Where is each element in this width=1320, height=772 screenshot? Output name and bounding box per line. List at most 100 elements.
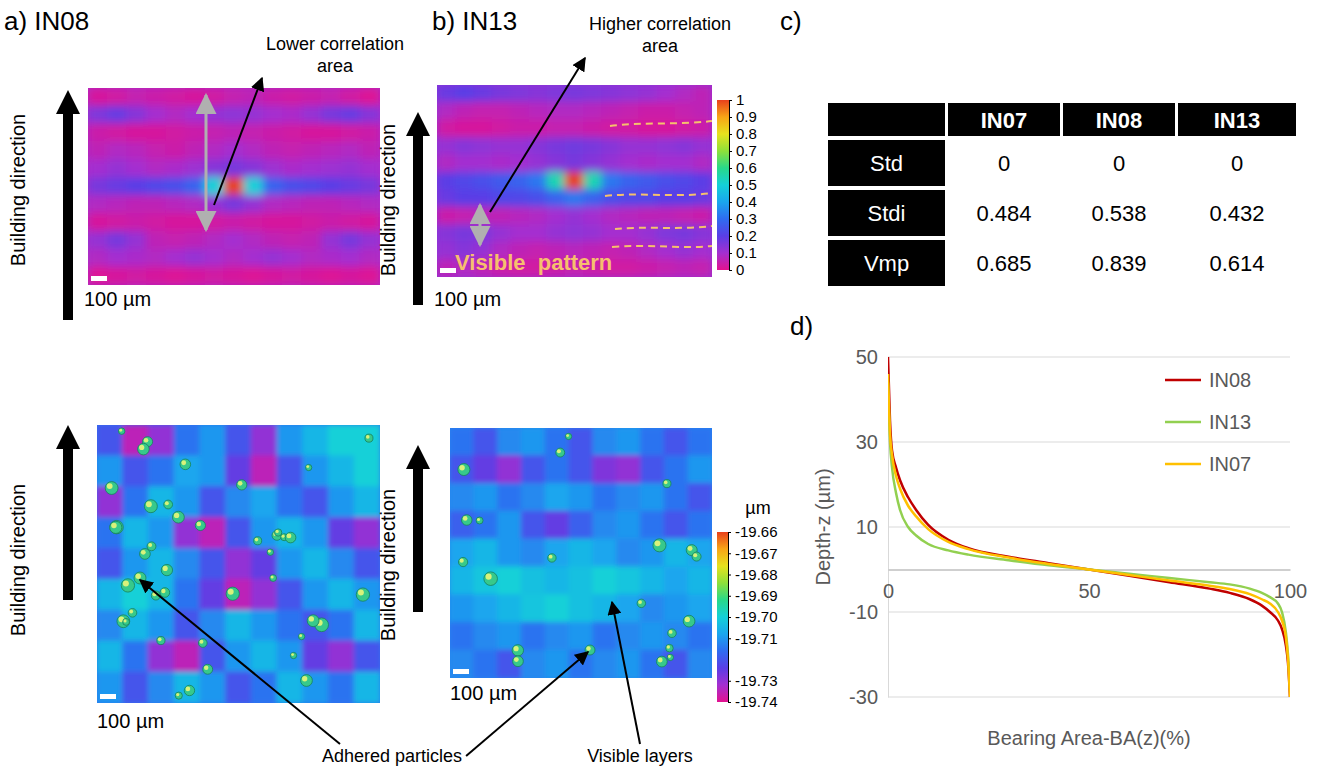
particle-highlight: [514, 646, 519, 651]
heat-cell: [224, 231, 244, 250]
particle-highlight: [161, 589, 165, 593]
heat-cell: [126, 177, 146, 196]
heat-cell: [146, 105, 166, 124]
pattern-line: [615, 226, 712, 229]
heat-cell: [282, 213, 302, 232]
panel-label: d): [790, 311, 813, 341]
tick: -19.67: [728, 545, 778, 562]
pattern-line: [612, 246, 712, 247]
heat-cell: [616, 539, 641, 568]
heat-cell: [321, 195, 341, 214]
heat-cell: [282, 195, 302, 214]
heat-cell: [341, 231, 361, 250]
heat-cell: [263, 105, 283, 124]
tick-label: 0.5: [736, 176, 757, 193]
heat-cell: [88, 213, 108, 232]
particle-highlight: [668, 655, 671, 658]
heat-cell: [638, 154, 657, 172]
direction-arrow: [56, 90, 80, 320]
heat-cell: [277, 455, 304, 487]
heat-cell: [225, 425, 252, 456]
heat-cell: [492, 137, 511, 155]
heat-cell: [107, 88, 127, 106]
heat-cell: [282, 123, 302, 142]
heat-cell: [282, 267, 302, 285]
heat-cell: [565, 189, 584, 207]
particle: [683, 615, 695, 627]
heat-cell: [263, 249, 283, 268]
heat-cell: [664, 650, 689, 678]
heat-cell: [277, 641, 304, 673]
heat-cell: [282, 105, 302, 124]
particle-highlight: [146, 501, 152, 507]
scale-bar: [453, 669, 469, 674]
scale-bar-label: 100 µm: [434, 288, 501, 310]
tick-mark: [729, 151, 732, 152]
heat-cell: [492, 119, 511, 137]
heat-cell: [88, 141, 108, 160]
heat-cell: [455, 154, 474, 172]
heat-cell: [165, 195, 185, 214]
heat-cell: [204, 249, 224, 268]
heat-cell: [185, 177, 205, 196]
heat-cell: [528, 172, 547, 190]
heat-cell: [620, 102, 639, 120]
tick: 0.5: [729, 176, 757, 193]
heat-cell: [545, 594, 570, 623]
heat-cell: [510, 224, 529, 242]
heat-cell: [107, 195, 127, 214]
heat-cell: [450, 622, 474, 651]
tick-mark: [728, 532, 731, 533]
heat-cell: [455, 102, 474, 120]
annotation-arrow: [214, 78, 262, 205]
grid-line: [888, 611, 1290, 612]
heat-cell: [302, 105, 322, 124]
table-cell: [948, 190, 1060, 236]
map-background: [437, 85, 712, 277]
tick-mark: [728, 596, 731, 597]
particle-highlight: [486, 574, 492, 580]
heat-cell: [122, 425, 149, 456]
heat-cell: [688, 566, 712, 595]
particle: [175, 692, 182, 699]
heat-cell: [602, 154, 621, 172]
annotation: Higher correlationarea: [589, 14, 731, 56]
heat-cell: [199, 672, 226, 703]
heat-cell: [174, 672, 201, 703]
extent-arrow: [479, 205, 482, 245]
heat-cell: [328, 610, 355, 642]
heat-cell: [251, 672, 278, 703]
heat-cell: [510, 102, 529, 120]
tick-label: -19.71: [735, 630, 778, 647]
heat-cell: [497, 428, 522, 456]
heat-cell: [146, 249, 166, 268]
annotation-arrow: [490, 58, 585, 212]
heat-cell: [545, 622, 570, 651]
heat-cell: [450, 455, 474, 484]
tick-mark: [729, 236, 732, 237]
callout: Visible layers: [587, 746, 693, 766]
heat-cell: [185, 159, 205, 178]
heat-cell: [360, 88, 380, 106]
heat-cell: [455, 224, 474, 242]
heat-cell: [328, 579, 355, 611]
heat-cell: [657, 102, 676, 120]
heat-cell: [545, 455, 570, 484]
heat-cell: [165, 267, 185, 285]
heat-cell: [185, 88, 205, 106]
colorbar-axis: -19.66-19.67-19.68-19.69-19.70-19.71-19.…: [728, 523, 778, 710]
particle: [203, 664, 213, 674]
scale-bar-label: 100 µm: [97, 710, 164, 732]
heat-cell: [640, 455, 665, 484]
heat-cell: [282, 177, 302, 196]
heat-cell: [664, 539, 689, 568]
heat-cell: [616, 566, 641, 595]
heat-cell: [282, 249, 302, 268]
table-value: 0: [998, 151, 1010, 176]
heat-cell: [592, 455, 617, 484]
grid-line: [888, 356, 1290, 357]
heat-cell: [437, 259, 456, 277]
heat-cell: [277, 548, 304, 580]
table-header-cell: [1178, 103, 1296, 136]
table-header: IN07: [981, 108, 1027, 133]
